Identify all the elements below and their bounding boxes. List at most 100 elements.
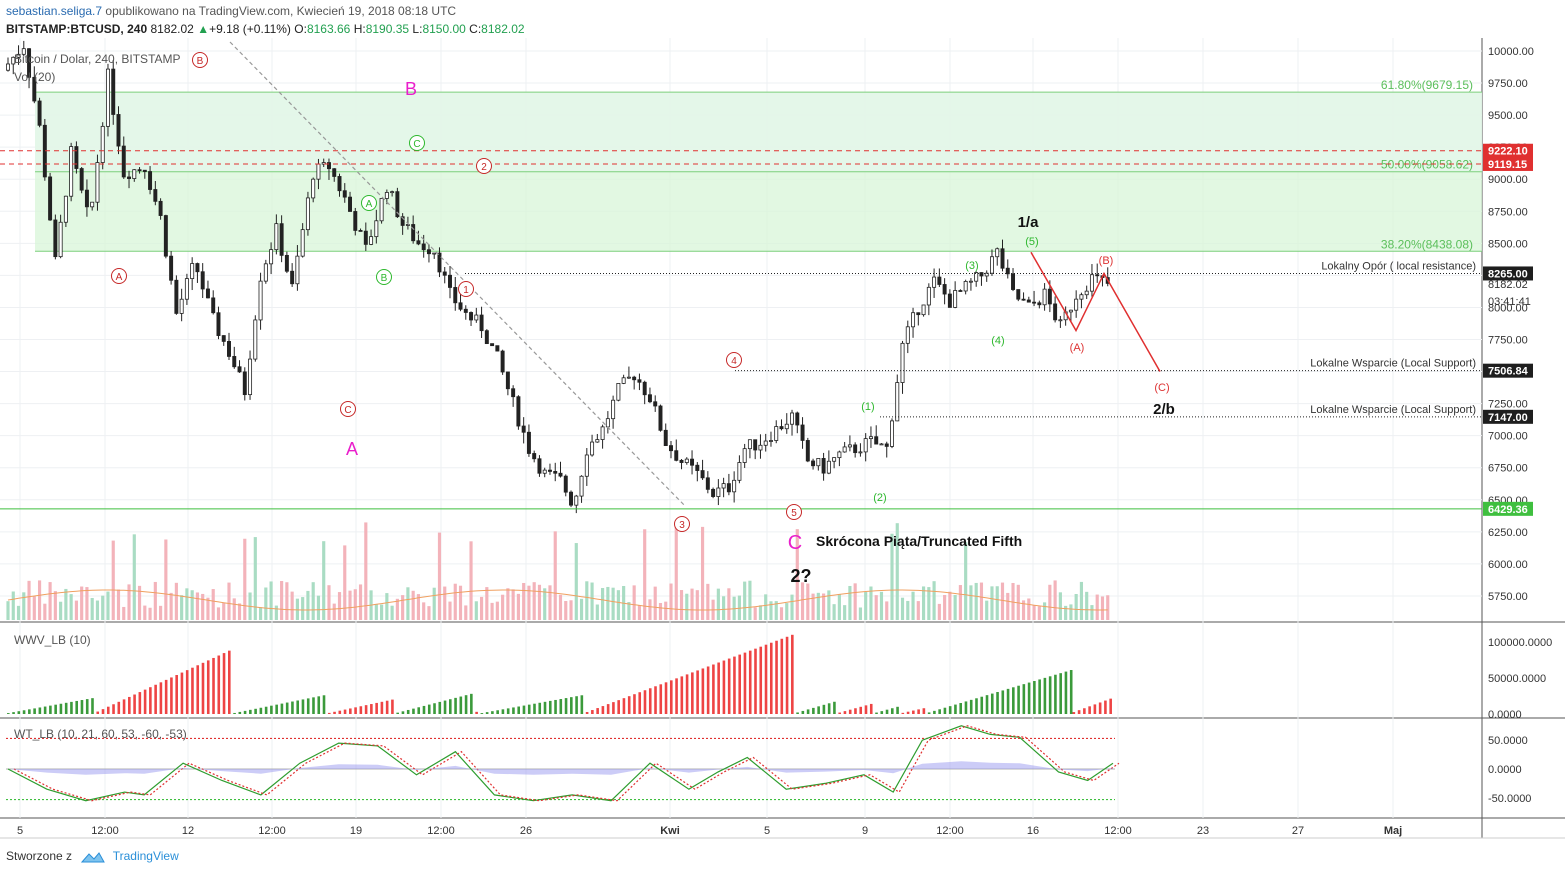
candle-body [905, 326, 910, 344]
tradingview-link[interactable]: TradingView [112, 849, 179, 863]
wwv-bar [480, 713, 484, 714]
candle-body [832, 457, 837, 462]
volume-bar [911, 591, 915, 620]
volume-bar [448, 601, 452, 620]
author-link[interactable]: sebastian.seliga.7 [6, 4, 103, 18]
wwv-bar [990, 693, 994, 714]
volume-bar [816, 592, 820, 620]
volume-bar [811, 593, 815, 620]
wave-label [340, 401, 356, 417]
volume-bar [22, 592, 26, 620]
volume-bar [348, 590, 352, 620]
volume-bar [564, 600, 568, 620]
volume-bar [474, 601, 478, 620]
wt-line-2 [13, 725, 1120, 802]
candle-body [579, 475, 584, 497]
wwv-bar [212, 657, 215, 714]
volume-bar [280, 580, 284, 620]
candle-body [1011, 273, 1016, 290]
volume-bar [1043, 602, 1047, 620]
volume-bar [253, 537, 257, 620]
volume-bar [706, 583, 710, 620]
candle-body [321, 162, 326, 165]
volume-bar [243, 538, 247, 620]
candle-body [190, 263, 195, 280]
wwv-bar [638, 692, 642, 714]
volume-bar [579, 598, 584, 620]
volume-bar [995, 586, 999, 620]
candle-body [216, 312, 221, 336]
y-tick-label: 6250.00 [1488, 527, 1528, 539]
volume-bar [216, 607, 221, 620]
candle-body [458, 302, 463, 310]
wwv-bar [1064, 671, 1068, 714]
wave-label: (1) [861, 401, 874, 413]
wwv-bar [585, 712, 589, 714]
wwv-bar [454, 697, 457, 714]
wwv-bar [1001, 690, 1005, 714]
wwv-bar [343, 709, 347, 714]
candle-body [821, 458, 826, 474]
volume-bar [1000, 582, 1005, 620]
volume-bar [16, 605, 21, 620]
volume-bar [127, 584, 131, 620]
volume-bar [85, 587, 89, 620]
wave-label-big: A [346, 439, 358, 459]
candle-body [1021, 298, 1026, 301]
wwv-bar [733, 656, 736, 714]
wwv-bar [969, 699, 973, 714]
candle-body [826, 460, 831, 474]
volume-bar [969, 585, 973, 620]
volume-bar [458, 585, 463, 620]
countdown-label: 03:41:41 [1488, 296, 1531, 308]
fib-label: 50.00%(9058.62) [1381, 158, 1473, 172]
volume-bar [532, 582, 536, 620]
x-tick-label: 12:00 [427, 825, 455, 837]
wwv-bar [422, 705, 426, 714]
wwv-bar [806, 709, 810, 714]
volume-bar [737, 595, 741, 620]
volume-bar [601, 588, 605, 620]
wwv-bar [554, 699, 557, 714]
candle-body [989, 256, 994, 274]
price-badge-label: 6429.36 [1488, 504, 1528, 516]
chart-title: Bitcoin / Dolar, 240, BITSTAMP [14, 52, 181, 66]
candle-body [479, 314, 484, 332]
volume-bar [132, 534, 136, 620]
candle-body [595, 439, 600, 443]
wwv-bar [485, 712, 489, 714]
wwv-bar [143, 689, 147, 714]
wwv-bar [312, 697, 315, 714]
candles [6, 40, 1110, 514]
candle-body [937, 276, 942, 285]
candle-body [637, 379, 642, 383]
wwv-bar [401, 711, 405, 714]
volume-bar [953, 594, 957, 620]
price-badge-label: 7506.84 [1488, 366, 1529, 378]
candle-body [526, 431, 531, 454]
wwv-bar [201, 662, 205, 714]
candle-body [532, 453, 537, 460]
volume-bar [748, 580, 752, 620]
wwv-bar [1077, 710, 1081, 714]
volume-bar [258, 607, 263, 620]
wwv-bar [470, 693, 473, 714]
volume-bar [101, 595, 105, 620]
wave-label-text: 4 [731, 356, 737, 367]
candle-body [974, 272, 979, 282]
candle-body [227, 341, 231, 357]
wwv-bar [317, 696, 321, 714]
chart-area[interactable]: 61.80%(9679.15) 50.00%(9058.62) 38.20%(843… [0, 38, 1565, 844]
wwv-bar [112, 704, 115, 714]
volume-bar [153, 581, 157, 620]
volume-bar [695, 590, 699, 620]
wwv-bar [243, 710, 247, 714]
volume-bar [843, 605, 847, 620]
volume-bar [553, 531, 557, 620]
volume-bar [669, 583, 673, 620]
volume-bar [327, 585, 331, 620]
volume-label: Vol (20) [14, 70, 55, 84]
volume-bar [832, 604, 836, 620]
created-by: Stworzone z [6, 849, 73, 863]
wwv-bar [633, 694, 636, 714]
